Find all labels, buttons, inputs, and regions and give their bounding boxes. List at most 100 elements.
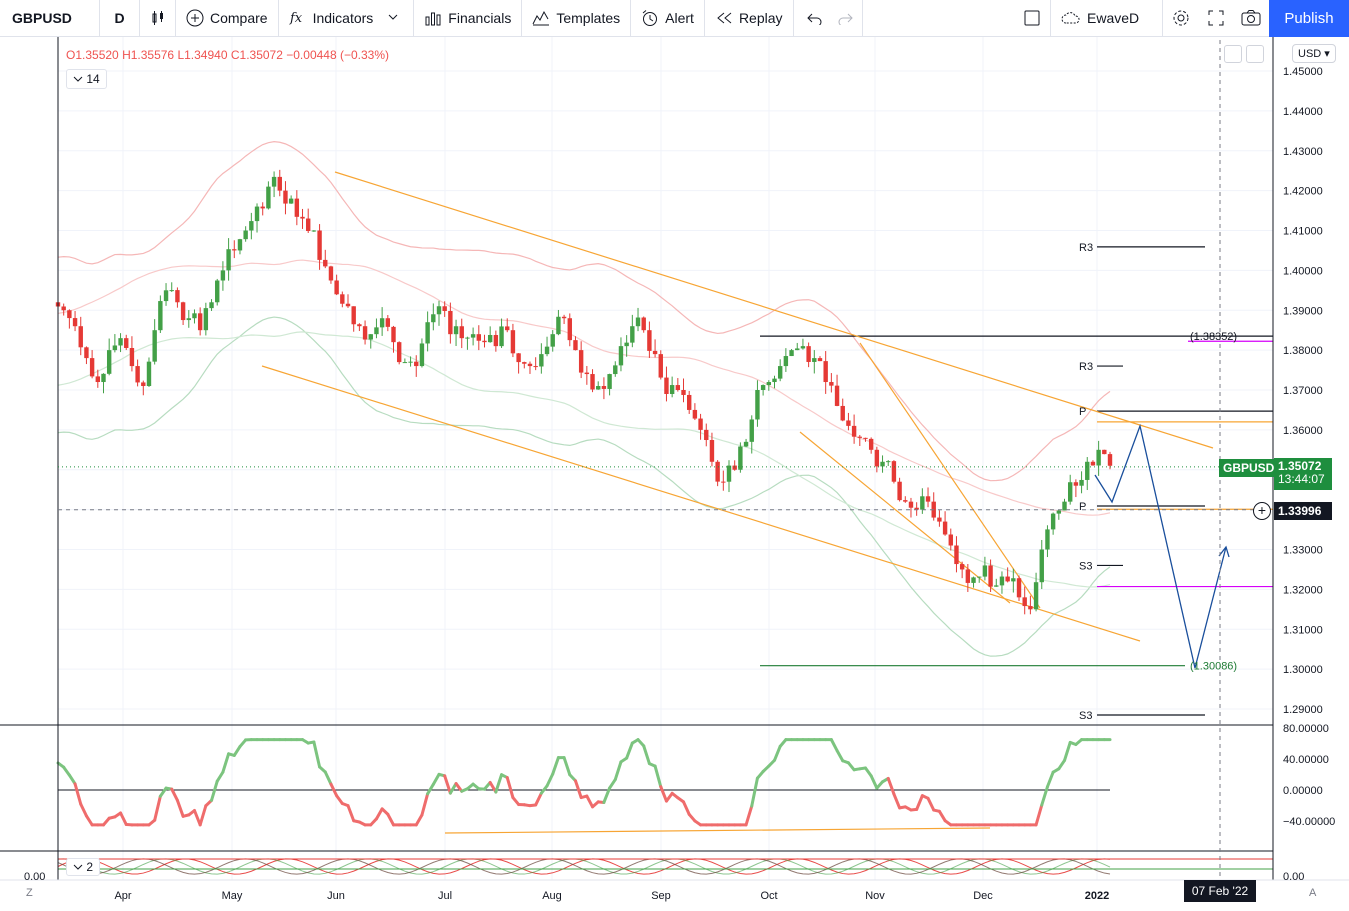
last-price-tag: 1.35072 13:44:07 — [1274, 458, 1332, 490]
candle-body — [470, 334, 476, 338]
interval-button[interactable]: D — [100, 0, 140, 37]
chart-canvas[interactable]: 1.45000 1.44000 1.43000 1.42000 1.41000 1.400… — [0, 37, 1349, 911]
replay-button[interactable]: Replay — [705, 0, 794, 37]
templates-button[interactable]: Templates — [522, 0, 632, 37]
candle-body — [760, 385, 766, 390]
candle-body — [1067, 482, 1073, 502]
price-axis-label: 1.33000 — [1283, 545, 1323, 557]
candle-body — [965, 569, 971, 583]
scroll-down-button[interactable] — [1224, 45, 1242, 63]
candle-body — [391, 326, 396, 343]
candle-body — [846, 420, 851, 426]
time-axis-label: Jul — [438, 890, 452, 902]
osc-segment — [374, 807, 384, 821]
chevron-down-icon — [73, 864, 83, 870]
candle-body — [146, 361, 152, 387]
undo-icon — [806, 13, 822, 25]
layout-name: EwaveD — [1087, 10, 1140, 26]
indicators-button[interactable]: fx Indicators — [279, 0, 415, 37]
publish-button[interactable]: Publish — [1269, 0, 1349, 37]
osc-segment — [84, 814, 94, 827]
candle-body — [601, 386, 607, 389]
gear-icon — [1173, 10, 1189, 26]
alarm-clock-icon — [642, 10, 658, 26]
redo-button[interactable] — [830, 0, 863, 37]
candle-body — [829, 382, 834, 386]
candle-body — [664, 377, 669, 394]
crosshair-plus-icon[interactable]: + — [1253, 502, 1271, 520]
candle-body — [453, 326, 459, 335]
candle-body — [385, 318, 391, 327]
candle-body — [243, 230, 248, 240]
symbol-tag-label: GBPUSD — [1223, 461, 1275, 475]
candle-body — [112, 345, 118, 351]
chart-labels: R3 R3 P P S3 S3 (1.38352) (1.30086) — [1079, 242, 1237, 722]
candle-body — [795, 348, 800, 351]
candle-body — [749, 419, 754, 442]
interval-label: D — [114, 10, 125, 26]
candle-body — [527, 363, 533, 367]
candlesticks — [55, 169, 1113, 615]
price-axis-label: 1.42000 — [1283, 186, 1323, 198]
time-axis-label: Sep — [651, 890, 671, 902]
candle-body — [487, 334, 493, 343]
symbol-search[interactable]: GBPUSD — [0, 0, 100, 37]
indicator-legend-badge-2[interactable]: 2 — [66, 858, 101, 876]
time-axis-label: Oct — [760, 890, 777, 902]
osc-segment — [937, 809, 947, 823]
square-icon — [1024, 10, 1039, 26]
indicator-legend-badge[interactable]: 14 — [66, 69, 107, 89]
osc-segment — [642, 744, 651, 766]
layout-menu[interactable]: EwaveD — [1051, 0, 1163, 37]
stoch-line — [57, 858, 1111, 875]
osc-segment — [1057, 758, 1067, 771]
candle-body — [1102, 449, 1107, 455]
osc-segment — [232, 745, 242, 757]
candle-body — [425, 322, 430, 344]
snapshot-button[interactable] — [1233, 0, 1269, 37]
financials-button[interactable]: Financials — [414, 0, 523, 37]
candle-body — [681, 390, 686, 395]
templates-label: Templates — [556, 10, 621, 26]
candle-body — [1090, 461, 1096, 466]
candle-body — [237, 239, 243, 251]
pivot-label: R3 — [1079, 242, 1093, 254]
price-axis-label: 1.30000 — [1283, 664, 1323, 676]
candle-body — [544, 346, 550, 355]
legend-low: L1.34940 — [177, 48, 228, 62]
osc-segment — [62, 765, 71, 777]
fib-high-label: (1.38352) — [1190, 331, 1237, 343]
bottom-axis-label: 0.00 — [1283, 871, 1304, 883]
candle-body — [396, 342, 402, 363]
candle-body — [408, 361, 413, 363]
pivot-label: S3 — [1079, 560, 1092, 572]
osc-segment — [863, 766, 873, 778]
last-price: 1.35072 — [1278, 459, 1322, 473]
fullscreen-toggle[interactable] — [1013, 0, 1051, 37]
currency-selector[interactable]: USD ▾ — [1292, 44, 1336, 63]
settings-button[interactable] — [1163, 0, 1199, 37]
candle-body — [618, 346, 624, 366]
candle-body — [368, 334, 373, 340]
bar-countdown: 13:44:07 — [1278, 472, 1325, 486]
currency-label: USD — [1298, 48, 1322, 60]
undo-button[interactable] — [794, 0, 830, 37]
candle-body — [118, 338, 123, 346]
compare-button[interactable]: Compare — [176, 0, 279, 37]
candle-body — [1039, 549, 1044, 583]
osc-segment — [454, 782, 464, 793]
chart-type-button[interactable] — [140, 0, 176, 37]
candle-body — [834, 385, 840, 406]
candle-body — [192, 313, 197, 319]
ma-slow — [57, 259, 1111, 516]
candle-body — [937, 517, 942, 522]
candle-body — [294, 198, 300, 217]
candle-body — [630, 326, 635, 343]
sync-button[interactable] — [1246, 45, 1264, 63]
crosshair-price-tag: 1.33996 — [1274, 502, 1332, 520]
timezone-button[interactable]: Z — [26, 887, 33, 899]
alert-button[interactable]: Alert — [631, 0, 705, 37]
auto-scale-button[interactable]: A — [1309, 887, 1317, 899]
osc-segment — [551, 756, 560, 776]
expand-button[interactable] — [1199, 0, 1233, 37]
